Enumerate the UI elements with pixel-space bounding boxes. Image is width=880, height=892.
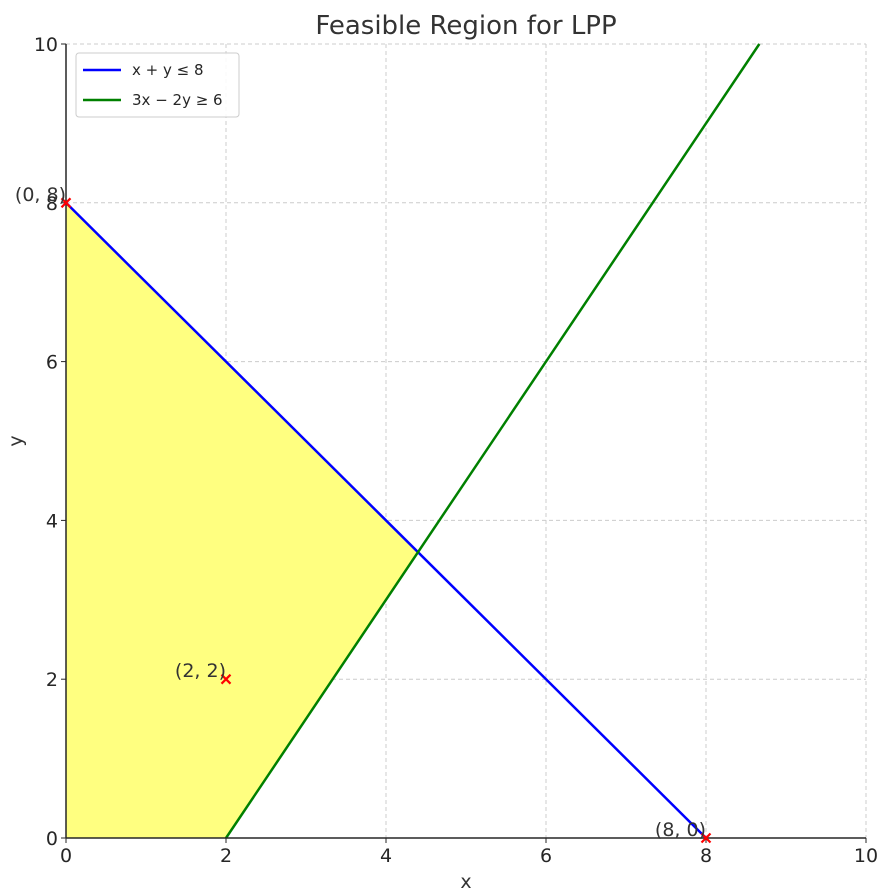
x-tick-label-1: 2 — [220, 845, 232, 867]
grid — [66, 43, 867, 838]
point-marker-1 — [220, 673, 232, 685]
x-tick-label-0: 0 — [60, 845, 72, 867]
x-tick-label-2: 4 — [380, 845, 392, 867]
point-label-1: (2, 2) — [175, 660, 226, 682]
y-tick-label-3: 6 — [46, 352, 58, 374]
y-tick-label-0: 0 — [46, 828, 58, 850]
chart-title: Feasible Region for LPP — [315, 11, 616, 41]
point-label-0: (0, 8) — [15, 184, 66, 206]
x-tick-label-4: 8 — [700, 845, 712, 867]
y-axis-label: y — [5, 435, 27, 446]
series-line-0 — [65, 201, 707, 839]
x-axis-label: x — [460, 871, 471, 892]
marked-points: (0, 8) (2, 2) (8, 0) — [15, 184, 712, 844]
legend-label-1: 3x − 2y ≥ 6 — [132, 91, 223, 109]
point-marker-2 — [700, 832, 712, 844]
y-tick-label-4: 8 — [46, 193, 58, 215]
series-line-1 — [224, 43, 761, 839]
axes — [65, 44, 866, 839]
feasible-region — [66, 202, 418, 839]
point-marker-0 — [60, 197, 72, 209]
y-tick-label-1: 2 — [46, 669, 58, 691]
point-label-2: (8, 0) — [655, 819, 706, 841]
x-tick-label-3: 6 — [540, 845, 552, 867]
legend-label-0: x + y ≤ 8 — [132, 61, 204, 79]
tick-labels: 0 2 4 6 8 10 0 2 4 6 8 10 — [34, 34, 878, 867]
y-tick-label-2: 4 — [46, 510, 58, 532]
series-lines — [65, 43, 761, 839]
y-tick-label-5: 10 — [34, 34, 58, 56]
x-tick-label-5: 10 — [854, 845, 878, 867]
legend: x + y ≤ 8 3x − 2y ≥ 6 — [75, 52, 240, 118]
